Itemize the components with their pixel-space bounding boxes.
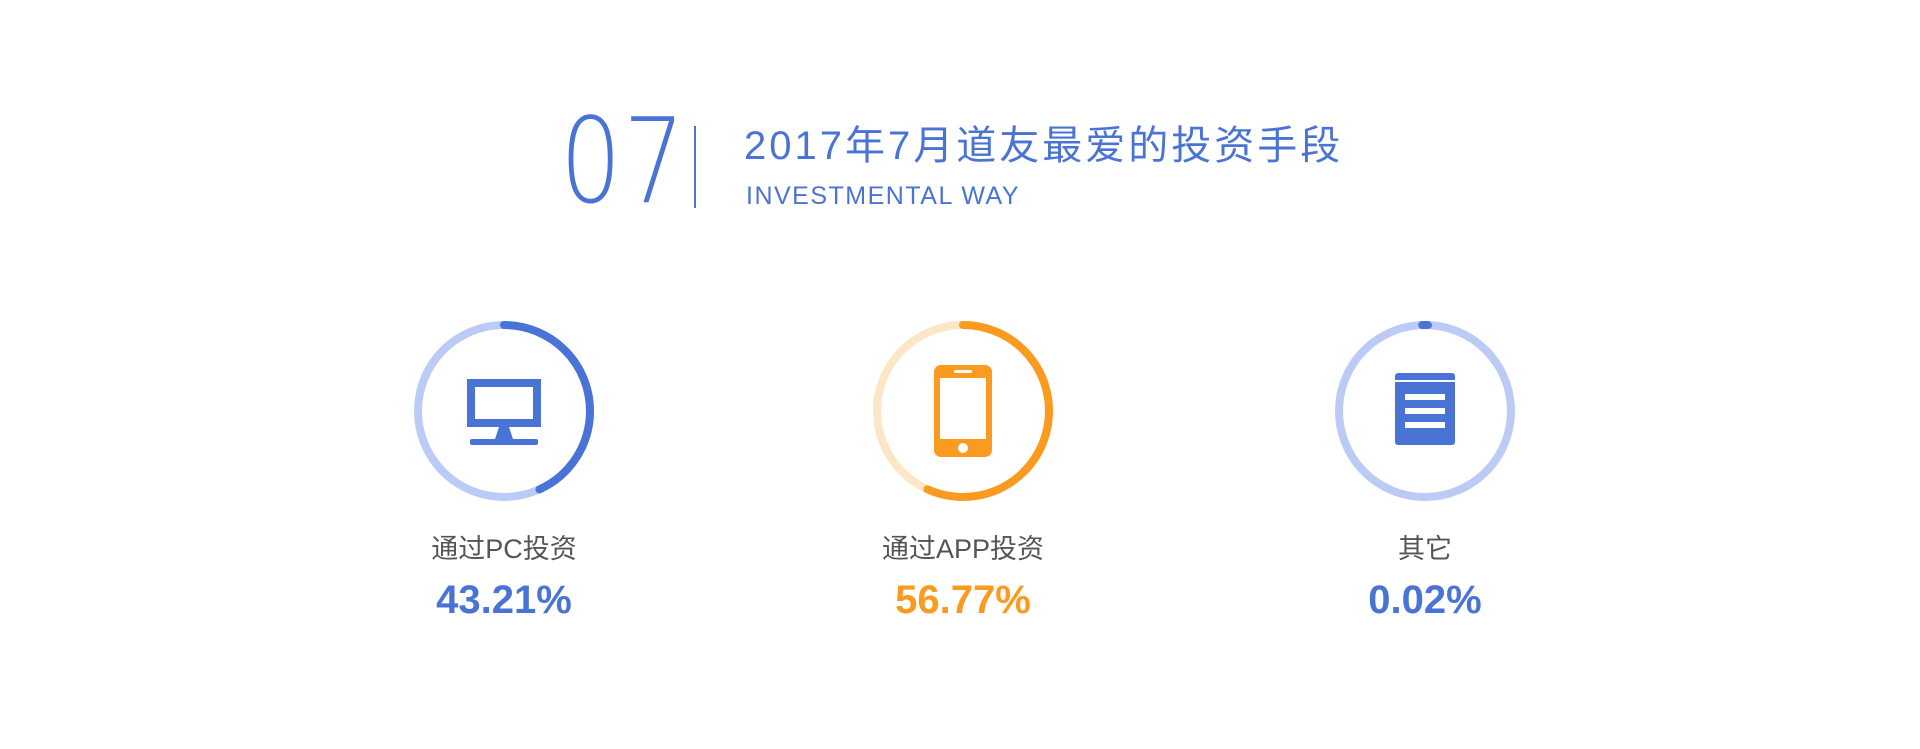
document-icon	[1395, 373, 1455, 445]
donut-arc	[414, 321, 594, 501]
monitor-icon	[467, 379, 541, 445]
stat-app: 通过APP投资 56.77%	[813, 320, 1113, 640]
donut-other	[1335, 321, 1515, 501]
donut-arc	[1335, 321, 1515, 501]
donut-app	[873, 321, 1053, 501]
section-number: 07	[560, 92, 687, 230]
stat-value: 0.02%	[1368, 578, 1482, 622]
stat-pc: 通过PC投资 43.21%	[354, 320, 654, 640]
phone-icon	[934, 365, 992, 457]
stat-label: 通过PC投资	[431, 534, 577, 564]
header: 07 2017年7月道友最爱的投资手段 INVESTMENTAL WAY	[0, 0, 1920, 220]
stat-value: 56.77%	[895, 578, 1031, 622]
stat-label: 其它	[1398, 534, 1452, 564]
stat-other: 其它 0.02%	[1275, 320, 1575, 640]
page-subtitle: INVESTMENTAL WAY	[746, 182, 1021, 210]
page-title: 2017年7月道友最爱的投资手段	[744, 124, 1344, 168]
header-divider	[694, 126, 696, 208]
stat-value: 43.21%	[436, 578, 572, 622]
donut-arc	[873, 321, 1053, 501]
stat-label: 通过APP投资	[881, 534, 1045, 564]
donut-pc	[414, 321, 594, 501]
